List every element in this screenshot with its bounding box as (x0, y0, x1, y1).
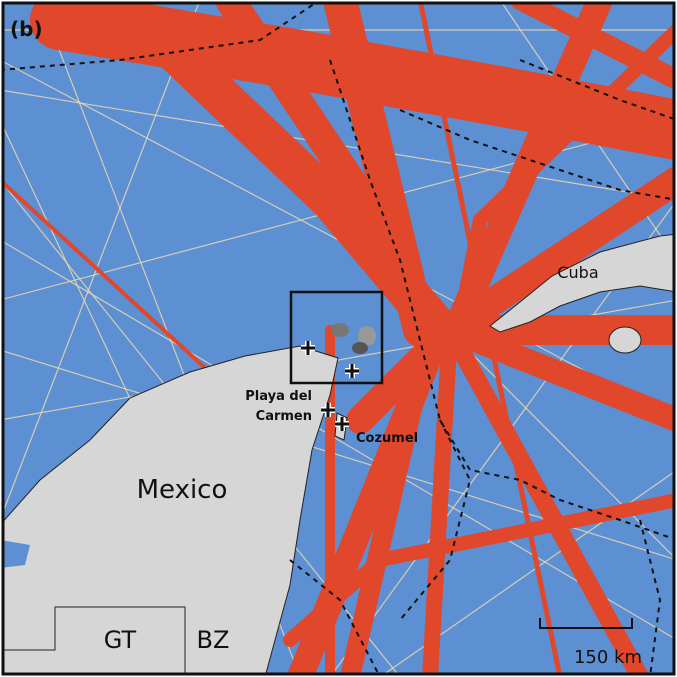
site-blob (352, 342, 368, 354)
place-label: Carmen (256, 409, 312, 424)
land (4, 233, 673, 673)
gt-border (4, 606, 186, 673)
place-label: Mexico (137, 475, 228, 505)
place-label: GT (104, 626, 137, 654)
reef-sites (331, 323, 376, 354)
place-label: BZ (197, 626, 230, 654)
site-blob (358, 326, 376, 346)
yucatan (4, 345, 339, 673)
cuba-island (489, 233, 673, 333)
scale-label: 150 km (574, 647, 642, 668)
lagoon (4, 540, 30, 568)
panel-label: (b) (10, 17, 43, 41)
crosses (301, 341, 359, 431)
place-label: Playa del (245, 389, 312, 404)
place-label: Cuba (557, 263, 598, 282)
study-box (289, 290, 384, 385)
place-label: Cozumel (356, 431, 418, 446)
isla-juventud (608, 326, 642, 354)
site-blob (331, 323, 349, 337)
scale-bar (539, 618, 633, 629)
